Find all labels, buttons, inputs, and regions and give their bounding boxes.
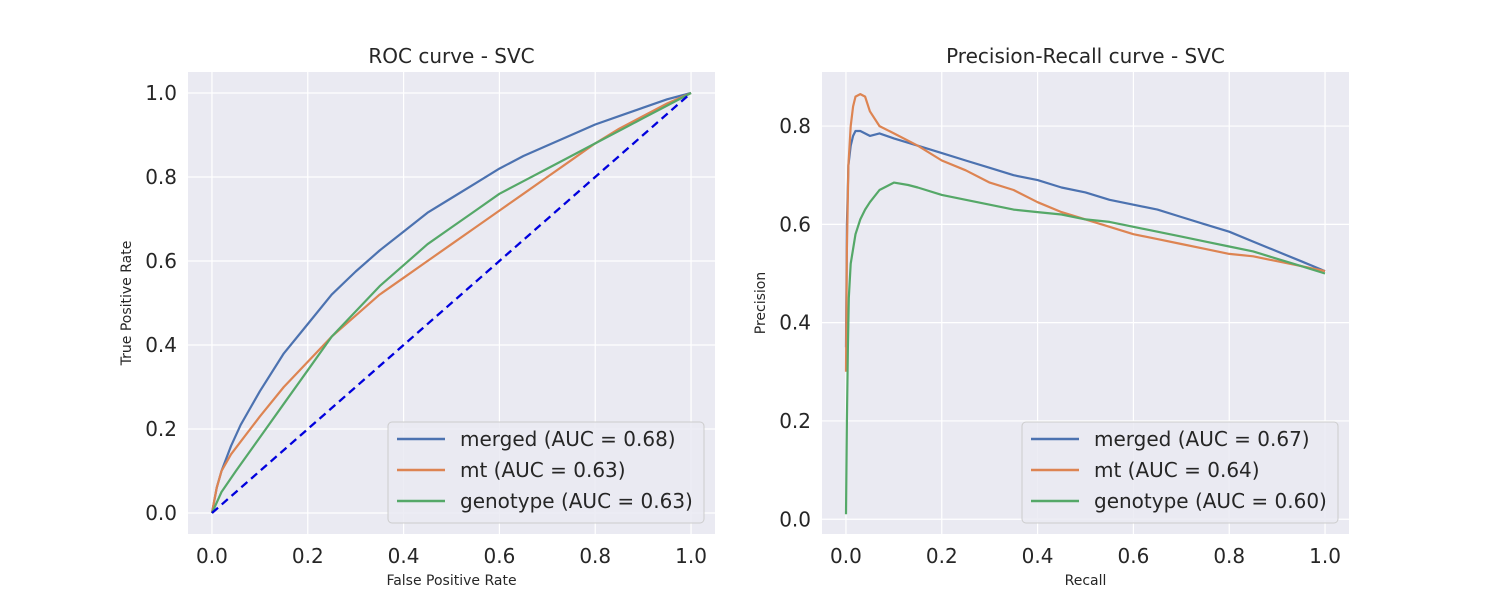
chart-panel-1: 0.0 0.2 0.4 0.6 0.8 1.0 0.0 0.2 0.4 0.6 0.8 1.0 ROC … xyxy=(119,44,715,589)
legend: merged (AUC = 0.67) mt (AUC = 0.64) genoty… xyxy=(1021,421,1339,524)
x-tick-label: 0.6 xyxy=(1118,544,1150,568)
legend-box xyxy=(387,421,705,524)
legend-label: genotype (AUC = 0.63) xyxy=(460,489,693,513)
series-line-3 xyxy=(210,92,692,514)
legend-label: merged (AUC = 0.68) xyxy=(460,427,676,451)
x-tick-label: 0.0 xyxy=(830,544,862,568)
series-line-1 xyxy=(844,129,1326,348)
y-tick-label: 0.0 xyxy=(779,507,811,531)
x-tick-label: 0.4 xyxy=(388,544,420,568)
series-line-1 xyxy=(210,91,692,514)
legend-label: genotype (AUC = 0.60) xyxy=(1094,489,1327,513)
legend-box xyxy=(1021,421,1339,524)
legend-label: mt (AUC = 0.64) xyxy=(1094,458,1260,482)
x-tick-label: 1.0 xyxy=(1309,544,1341,568)
y-tick-label: 0.0 xyxy=(145,501,177,525)
x-tick-label: 0.0 xyxy=(196,544,228,568)
y-axis-label: True Positive Rate xyxy=(119,241,135,367)
y-tick-label: 0.2 xyxy=(779,409,811,433)
x-tick-label: 0.2 xyxy=(292,544,324,568)
y-tick-label: 0.4 xyxy=(145,333,177,357)
x-tick-label: 0.8 xyxy=(1213,544,1245,568)
y-tick-label: 0.8 xyxy=(145,165,177,189)
y-tick-label: 1.0 xyxy=(145,81,177,105)
series-line-3 xyxy=(844,181,1326,515)
y-tick-label: 0.2 xyxy=(145,417,177,441)
legend-label: merged (AUC = 0.67) xyxy=(1094,427,1310,451)
chart-panel-2: 0.0 0.2 0.4 0.6 0.8 1.0 0.0 0.2 0.4 0.6 0.8 Precisi… xyxy=(753,44,1349,589)
y-tick-label: 0.8 xyxy=(779,114,811,138)
legend: merged (AUC = 0.68) mt (AUC = 0.63) genoty… xyxy=(387,421,705,524)
y-tick-label: 0.6 xyxy=(145,249,177,273)
y-axis-label: Precision xyxy=(753,272,769,334)
chart-title: ROC curve - SVC xyxy=(368,44,534,68)
x-axis-label: Recall xyxy=(1065,573,1107,589)
chance-diagonal-line xyxy=(211,92,692,514)
x-tick-label: 0.2 xyxy=(926,544,958,568)
x-axis-label: False Positive Rate xyxy=(386,573,516,589)
y-tick-label: 0.6 xyxy=(779,212,811,236)
x-tick-label: 0.6 xyxy=(484,544,516,568)
x-tick-label: 0.8 xyxy=(579,544,611,568)
x-tick-label: 1.0 xyxy=(675,544,707,568)
chart-title: Precision-Recall curve - SVC xyxy=(946,44,1225,68)
y-tick-label: 0.4 xyxy=(779,311,811,335)
x-tick-label: 0.4 xyxy=(1022,544,1054,568)
series-line-2 xyxy=(844,92,1326,372)
legend-label: mt (AUC = 0.63) xyxy=(460,458,626,482)
